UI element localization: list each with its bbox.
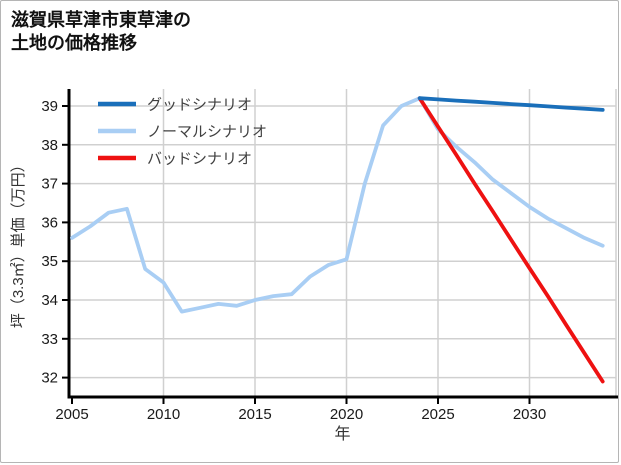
x-tick-label: 2010 [147,406,180,423]
chart-title: 滋賀県草津市東草津の 土地の価格推移 [11,9,191,56]
series-line-bad [417,96,605,384]
x-tick-label: 2025 [421,406,454,423]
x-tick-label: 2005 [55,406,88,423]
x-axis-label: 年 [334,425,350,443]
x-tick-label: 2020 [330,406,363,423]
x-tick-label: 2030 [513,406,546,423]
y-tick-label: 36 [41,214,58,231]
y-tick-label: 32 [41,370,58,387]
chart-title-line2: 土地の価格推移 [11,33,137,54]
x-tick-label: 2015 [238,406,271,423]
y-tick-label: 38 [41,137,58,154]
series-line-good [417,96,605,112]
y-tick-label: 39 [41,98,58,115]
legend-label-normal: ノーマルシナリオ [147,124,267,141]
y-tick-label: 35 [41,253,58,270]
series-line-normal [70,96,605,314]
y-tick-label: 33 [41,331,58,348]
legend-label-bad: バッドシナリオ [147,151,252,168]
y-axis-label: 坪（3.3㎡）単価（万円） [10,157,27,328]
legend-label-good: グッドシナリオ [147,97,252,114]
chart-title-line1: 滋賀県草津市東草津の [11,10,191,30]
y-tick-label: 34 [41,292,58,309]
y-tick-label: 37 [41,176,58,193]
